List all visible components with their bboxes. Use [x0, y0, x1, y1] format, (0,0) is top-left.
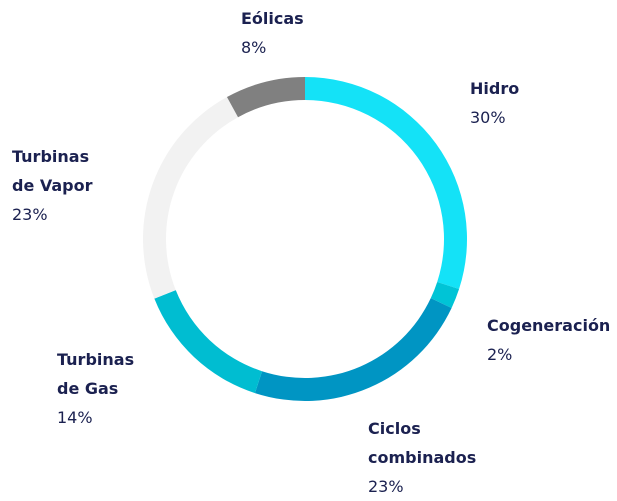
- segment-label: Eólicas 8%: [241, 4, 341, 62]
- value-label: 2%: [487, 345, 513, 364]
- category-name: Ciclos combinados: [368, 419, 477, 467]
- value-label: 30%: [470, 108, 506, 127]
- category-name: Cogeneración: [487, 316, 611, 335]
- donut-segment: [305, 77, 467, 290]
- segment-label: Turbinas de Vapor 23%: [12, 142, 112, 229]
- segment-label: Hidro 30%: [470, 74, 610, 132]
- value-label: 23%: [368, 477, 404, 496]
- segment-label: Ciclos combinados 23%: [368, 414, 488, 501]
- segment-label: Turbinas de Gas 14%: [57, 345, 147, 432]
- category-name: Eólicas: [241, 9, 304, 28]
- donut-segment: [254, 298, 452, 402]
- category-name: Hidro: [470, 79, 520, 98]
- donut-segment: [142, 97, 239, 299]
- value-label: 23%: [12, 205, 48, 224]
- segment-label: Cogeneración 2%: [487, 311, 617, 369]
- category-name: Turbinas de Vapor: [12, 147, 93, 195]
- donut-segment: [226, 77, 305, 118]
- donut-segment: [154, 290, 263, 394]
- category-name: Turbinas de Gas: [57, 350, 135, 398]
- value-label: 8%: [241, 38, 267, 57]
- value-label: 14%: [57, 408, 93, 427]
- donut-segment: [430, 281, 460, 308]
